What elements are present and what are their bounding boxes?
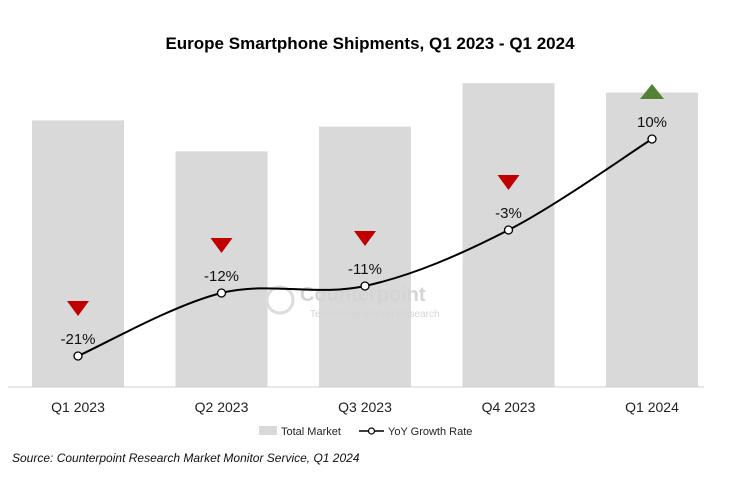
data-label-3: -3% <box>495 205 522 222</box>
data-label-0: -21% <box>60 331 95 348</box>
data-label-1: -12% <box>204 268 239 285</box>
x-tick-label-2: Q3 2023 <box>338 399 392 415</box>
bar-series <box>32 83 698 388</box>
arrow-down-icon <box>67 301 89 316</box>
growth-indicators <box>67 84 664 316</box>
arrow-up-icon <box>640 84 664 99</box>
x-tick-label-4: Q1 2024 <box>625 399 679 415</box>
data-label-4: 10% <box>637 114 667 131</box>
legend-label-total-market: Total Market <box>281 426 341 438</box>
yoy-point-2 <box>360 281 370 291</box>
yoy-point-3 <box>503 225 514 235</box>
yoy-point-1 <box>216 288 227 298</box>
x-tick-label-0: Q1 2023 <box>51 399 105 415</box>
bar-1 <box>175 151 268 387</box>
legend-swatch-yoy-marker <box>367 427 376 435</box>
x-tick-label-3: Q4 2023 <box>482 399 536 415</box>
x-axis-ticks: Q1 2023 Q2 2023 Q3 2023 Q4 2023 Q1 2024 <box>51 399 679 415</box>
arrow-down-icon <box>354 231 376 246</box>
bar-2 <box>319 126 411 387</box>
yoy-point-0 <box>73 351 83 361</box>
data-labels: -21% -12% -11% -3% 10% <box>60 114 667 348</box>
yoy-point-4 <box>647 134 657 144</box>
legend-swatch-total-market <box>259 426 277 435</box>
arrow-down-icon <box>210 238 233 253</box>
data-label-2: -11% <box>348 261 382 278</box>
watermark-tagline: Technology Market Research <box>310 309 440 320</box>
arrow-down-icon <box>497 175 520 190</box>
bar-3 <box>462 83 555 387</box>
watermark-logo-icon <box>265 285 295 315</box>
x-tick-label-1: Q2 2023 <box>195 399 249 415</box>
source-note: Source: Counterpoint Research Market Mon… <box>12 451 360 465</box>
chart-title: Europe Smartphone Shipments, Q1 2023 - Q… <box>165 34 575 53</box>
legend: Total Market YoY Growth Rate <box>259 426 472 438</box>
legend-label-yoy-growth: YoY Growth Rate <box>388 426 472 438</box>
line-series <box>73 134 657 361</box>
bar-0 <box>32 120 124 388</box>
